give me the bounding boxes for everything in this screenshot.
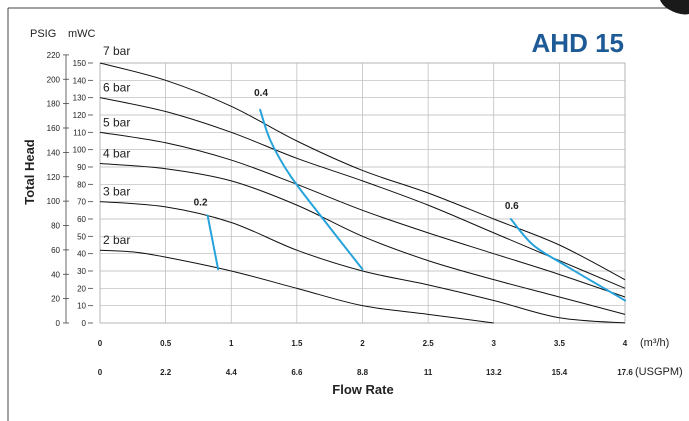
y-tick-label-mwc: 150	[73, 59, 87, 68]
x-tick-label-secondary: 15.4	[552, 368, 568, 377]
series-line-5-bar	[99, 131, 626, 298]
x-tick-label: 4	[623, 339, 628, 348]
air-line-0-6	[509, 218, 626, 302]
x-tick-label: 0.5	[160, 339, 172, 348]
series-label-6-bar: 6 bar	[103, 81, 130, 95]
y-tick-label-psig: 40	[51, 270, 60, 279]
y-tick-label-mwc: 20	[77, 284, 86, 293]
chart-labels: 0 0.5 1 1.5 2 2.5 3 3.5 40 2.2 4.4 6.6 8.8 11 13.2 15.4…	[22, 28, 683, 397]
series-line-3-bar	[99, 201, 626, 324]
air-label-0-2: 0.2	[194, 198, 208, 209]
x-tick-label: 1	[229, 339, 234, 348]
y-tick-label-mwc: 0	[82, 319, 87, 328]
x-unit-primary: (m³/h)	[640, 337, 669, 349]
x-tick-label-secondary: 17.6	[617, 368, 633, 377]
x-tick-label: 1.5	[291, 339, 303, 348]
series-label-7-bar: 7 bar	[103, 44, 130, 58]
x-tick-label: 0	[98, 339, 103, 348]
y-tick-label-psig: 200	[47, 75, 61, 84]
x-tick-label-secondary: 6.6	[291, 368, 303, 377]
series-label-2-bar: 2 bar	[103, 233, 130, 247]
y-tick-label-psig: 160	[47, 124, 61, 133]
x-tick-label-secondary: 11	[424, 368, 433, 377]
series-label-4-bar: 4 bar	[103, 147, 130, 161]
x-tick-label-secondary: 8.8	[357, 368, 369, 377]
series-line-4-bar	[99, 163, 626, 315]
series-line-2-bar	[99, 249, 494, 324]
y-tick-label-mwc: 50	[77, 232, 86, 241]
y-tick-label-mwc: 90	[77, 163, 86, 172]
x-tick-label-secondary: 0	[98, 368, 103, 377]
x-tick-label-secondary: 4.4	[226, 368, 238, 377]
x-tick-label: 3	[492, 339, 497, 348]
x-tick-label: 2.5	[423, 339, 435, 348]
x-tick-label-secondary: 2.2	[160, 368, 172, 377]
y-tick-label-mwc: 30	[77, 267, 86, 276]
y-axis-title: Total Head	[22, 139, 37, 205]
y-tick-label-psig: 180	[47, 100, 61, 109]
y-tick-label-psig: 120	[47, 173, 61, 182]
y-unit-mwc: mWC	[68, 28, 96, 40]
chart-frame	[7, 0, 689, 421]
air-line-0-4	[259, 108, 364, 271]
y-tick-label-mwc: 70	[77, 198, 86, 207]
series-line-6-bar	[99, 97, 626, 289]
y-tick-label-psig: 0	[56, 319, 61, 328]
series-label-3-bar: 3 bar	[103, 185, 130, 199]
y-tick-label-psig: 140	[47, 148, 61, 157]
x-tick-label-secondary: 13.2	[486, 368, 502, 377]
y-tick-label-psig: 100	[47, 197, 61, 206]
y-tick-label-psig: 80	[51, 222, 60, 231]
y-tick-label-psig: 220	[47, 51, 61, 60]
y-tick-label-mwc: 130	[73, 94, 87, 103]
corner-badge	[660, 0, 689, 15]
y-tick-label-mwc: 60	[77, 215, 86, 224]
series-line-7-bar	[99, 62, 626, 281]
air-consumption-curves	[206, 108, 626, 302]
air-label-0-4: 0.4	[254, 88, 268, 99]
chart-title: AHD 15	[532, 28, 624, 58]
x-tick-label: 2	[360, 339, 365, 348]
x-axis-title: Flow Rate	[332, 382, 393, 397]
y-unit-psig: PSIG	[30, 28, 56, 40]
air-line-0-2	[206, 214, 220, 271]
y-tick-label-mwc: 10	[77, 302, 86, 311]
x-tick-label: 3.5	[554, 339, 566, 348]
y-tick-label-mwc: 110	[73, 128, 86, 137]
pressure-curves	[99, 62, 626, 324]
y-tick-label-mwc: 140	[73, 76, 87, 85]
y-tick-label-mwc: 120	[73, 111, 87, 120]
air-label-0-6: 0.6	[505, 201, 519, 212]
y-tick-label-mwc: 100	[73, 146, 87, 155]
y-tick-label-mwc: 80	[77, 180, 86, 189]
x-unit-secondary: (USGPM)	[635, 366, 683, 378]
grid-lines	[63, 54, 626, 324]
y-tick-label-mwc: 40	[77, 250, 86, 259]
y-tick-label-psig: 60	[51, 246, 60, 255]
y-tick-label-psig: 20	[51, 295, 60, 304]
series-label-5-bar: 5 bar	[103, 115, 130, 129]
